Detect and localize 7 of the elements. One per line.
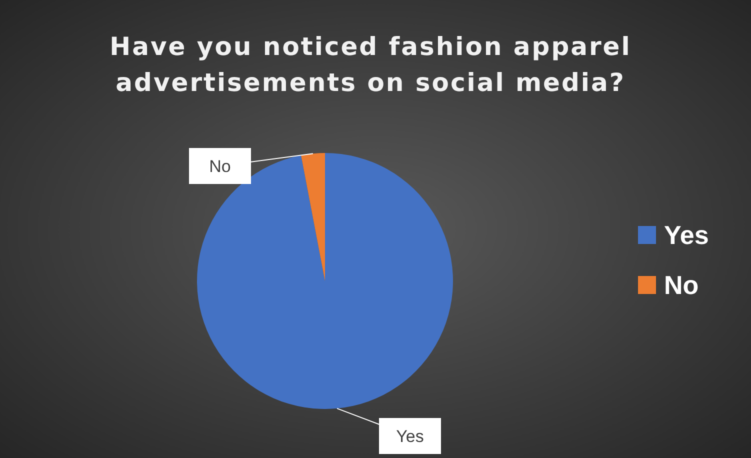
slice-label: Yes	[396, 427, 424, 446]
slice-label: No	[209, 157, 231, 176]
chart-title: Have you noticed fashion apparel advertisements on social media?	[110, 32, 632, 97]
pie-slice	[301, 153, 325, 281]
legend-label: Yes	[664, 220, 709, 250]
legend-label: No	[664, 270, 699, 300]
pie-slice	[197, 153, 453, 409]
